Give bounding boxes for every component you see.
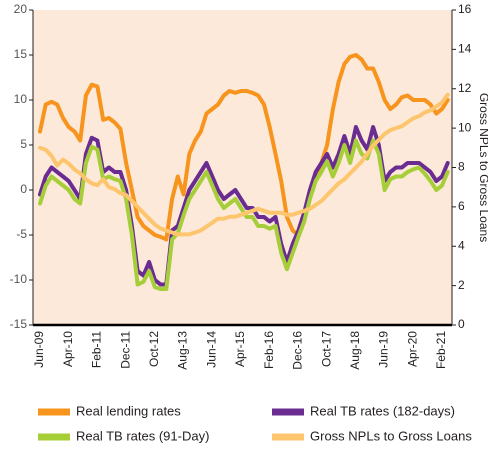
legend-label: Real lending rates [76, 403, 181, 418]
x-tick-label: Dec-11 [118, 331, 132, 369]
y2-tick-label: 2 [458, 278, 465, 292]
y-tick-label: -15 [10, 317, 28, 331]
x-tick-label: Dec-16 [291, 331, 305, 370]
y2-tick-label: 10 [458, 120, 472, 134]
y-tick-label: -10 [10, 272, 28, 286]
y-tick-label: 20 [14, 2, 28, 16]
x-tick-label: Oct-17 [319, 331, 333, 367]
x-tick-label: Apr-10 [61, 331, 75, 367]
y2-tick-label: 0 [458, 317, 465, 331]
x-tick-label: Jun-09 [32, 331, 46, 368]
x-tick-label: Aug-18 [348, 331, 362, 370]
y-tick-label: -5 [16, 227, 27, 241]
y-tick-label: 15 [14, 47, 28, 61]
x-tick-label: Feb-16 [262, 331, 276, 369]
y-tick-label: 5 [20, 137, 27, 151]
legend-label: Real TB rates (182-days) [310, 403, 455, 418]
y2-axis-label: Gross NPLs to Gross Loans [477, 93, 488, 242]
y2-tick-label: 12 [458, 81, 472, 95]
y2-tick-label: 8 [458, 160, 465, 174]
x-tick-label: Jun-19 [377, 331, 391, 368]
series-line [38, 125, 450, 287]
legend-label: Real TB rates (91-Day) [76, 428, 209, 443]
x-tick-label: Oct-12 [147, 331, 161, 367]
legend-label: Gross NPLs to Gross Loans [310, 428, 472, 443]
y-tick-label: 0 [20, 182, 27, 196]
y2-tick-label: 16 [458, 2, 472, 16]
x-tick-label: Feb-11 [90, 331, 104, 368]
plot-area [33, 10, 452, 325]
y2-tick-label: 4 [458, 238, 465, 252]
series-line [38, 92, 450, 237]
x-tick-label: Jun-14 [204, 331, 218, 368]
x-tick-label: Apr-15 [233, 331, 247, 367]
y2-tick-label: 14 [458, 42, 472, 56]
x-tick-label: Apr-20 [405, 331, 419, 367]
series-line [38, 53, 450, 242]
x-tick-label: Aug-13 [176, 331, 190, 370]
y-tick-label: 10 [14, 92, 28, 106]
x-tick-label: Feb-21 [434, 331, 448, 369]
y2-tick-label: 6 [458, 199, 465, 213]
